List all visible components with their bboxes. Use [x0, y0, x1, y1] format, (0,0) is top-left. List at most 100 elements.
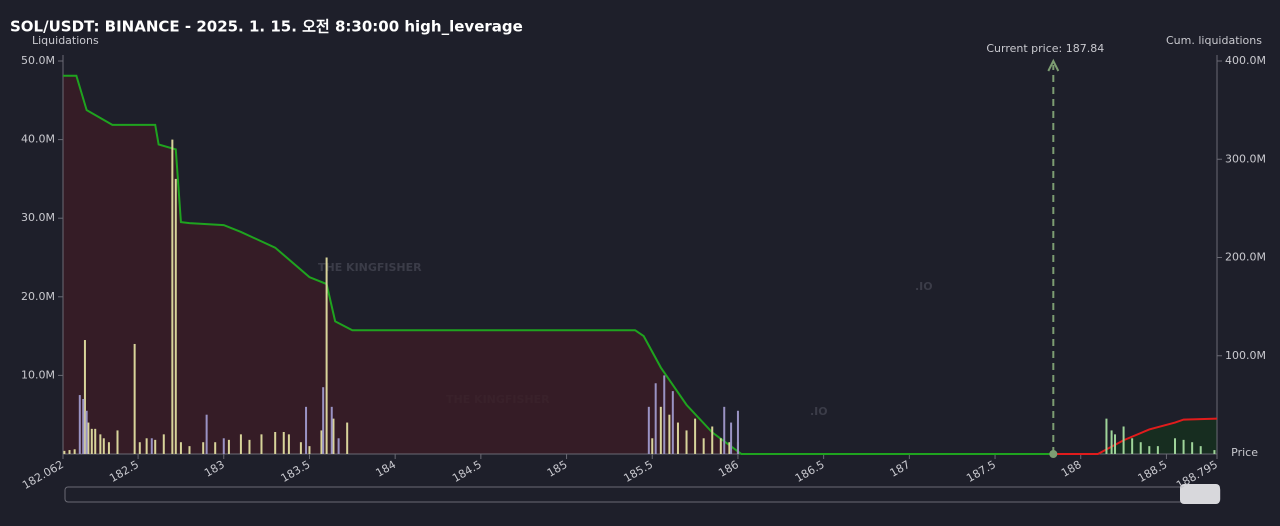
- y2-axis-label: Cum. liquidations: [1166, 34, 1262, 47]
- cumulative-line: [63, 74, 1054, 455]
- bar: [671, 391, 674, 454]
- bar: [63, 450, 66, 454]
- cumulative-line: [1053, 417, 1218, 455]
- x-tick-label: 185: [545, 458, 570, 480]
- bar: [299, 442, 302, 454]
- bar: [188, 446, 191, 454]
- y-tick-label: 40.0M: [21, 133, 55, 146]
- bar: [82, 398, 85, 454]
- bar: [145, 438, 148, 454]
- bar: [651, 438, 654, 454]
- x-tick-label: 187: [888, 458, 913, 480]
- bar: [222, 438, 225, 454]
- bar: [83, 340, 86, 454]
- bar: [205, 414, 208, 454]
- scroll-handle[interactable]: [1180, 484, 1220, 504]
- bar: [685, 430, 688, 454]
- bar: [90, 428, 93, 454]
- bar: [94, 428, 97, 454]
- bar: [711, 426, 714, 454]
- bar: [162, 434, 165, 454]
- x-tick-label: 188: [1059, 458, 1084, 480]
- y2-tick-label: 300.0M: [1225, 152, 1266, 165]
- bar: [274, 431, 277, 454]
- bar: [1148, 446, 1151, 454]
- bar: [214, 442, 217, 454]
- bar: [325, 257, 328, 454]
- bar: [308, 446, 311, 454]
- bar: [99, 434, 102, 454]
- x-tick-label: 183.5: [279, 458, 313, 485]
- bar: [332, 418, 335, 454]
- x-tick-label: 182.062: [20, 458, 66, 492]
- x-tick-label: 186: [716, 458, 741, 480]
- current-price-label: Current price: 187.84: [986, 42, 1104, 55]
- bar: [1139, 442, 1142, 454]
- bar: [227, 439, 230, 454]
- bar: [694, 418, 697, 454]
- x-tick-label: 188.5: [1136, 458, 1170, 485]
- chart-title: SOL/USDT: BINANCE - 2025. 1. 15. 오전 8:30…: [10, 18, 523, 36]
- y2-tick-label: 100.0M: [1225, 349, 1266, 362]
- bar: [87, 422, 90, 454]
- bar: [1199, 446, 1202, 454]
- watermark: .IO: [915, 280, 933, 293]
- bar: [138, 442, 141, 454]
- bar: [337, 438, 340, 454]
- x-tick-label: 187.5: [964, 458, 998, 485]
- scrollbar[interactable]: [64, 484, 1221, 504]
- x-tick-label: 186.5: [793, 458, 827, 485]
- x-tick-label: 184.5: [450, 458, 484, 485]
- bar: [1182, 439, 1185, 454]
- bar: [728, 442, 731, 454]
- bar: [1110, 430, 1113, 454]
- bar: [107, 442, 110, 454]
- bar: [1174, 438, 1177, 454]
- bar: [1122, 426, 1125, 454]
- bar: [174, 178, 177, 454]
- scroll-track[interactable]: [64, 486, 1221, 503]
- bar: [239, 434, 242, 454]
- bar: [287, 434, 290, 454]
- watermark: THE KINGFISHER: [318, 261, 422, 274]
- bar: [723, 406, 726, 454]
- bar: [320, 430, 323, 454]
- bar: [171, 139, 174, 454]
- bar: [73, 449, 76, 454]
- bar: [133, 343, 136, 454]
- bar: [150, 438, 153, 454]
- bar: [282, 431, 285, 454]
- bar: [322, 387, 325, 454]
- x-tick-label: 183: [202, 458, 227, 480]
- bar: [736, 410, 739, 454]
- bar: [248, 439, 251, 454]
- current-price-dot: [1049, 450, 1058, 458]
- y-tick-label: 30.0M: [21, 211, 55, 224]
- bar: [730, 422, 733, 454]
- bar: [659, 406, 662, 454]
- bar: [1191, 442, 1194, 454]
- bar: [78, 395, 81, 454]
- x-axis-label: Price: [1231, 446, 1258, 459]
- bar: [116, 430, 119, 454]
- bar: [719, 438, 722, 454]
- bar: [179, 442, 182, 454]
- y2-tick-label: 400.0M: [1225, 54, 1266, 67]
- y2-tick-label: 200.0M: [1225, 251, 1266, 264]
- bar: [330, 406, 333, 454]
- current-price-arrow: [1047, 58, 1060, 72]
- bar: [654, 383, 657, 454]
- y-tick-label: 20.0M: [21, 290, 55, 303]
- bar: [676, 422, 679, 454]
- bar: [1213, 450, 1216, 454]
- bar: [1114, 434, 1117, 454]
- bar: [647, 406, 650, 454]
- bar: [202, 442, 205, 454]
- bar: [102, 438, 105, 454]
- bar: [668, 414, 671, 454]
- x-tick-label: 185.5: [621, 458, 655, 485]
- bar: [1131, 438, 1134, 454]
- y-tick-label: 50.0M: [21, 54, 55, 67]
- watermark: .IO: [810, 405, 828, 418]
